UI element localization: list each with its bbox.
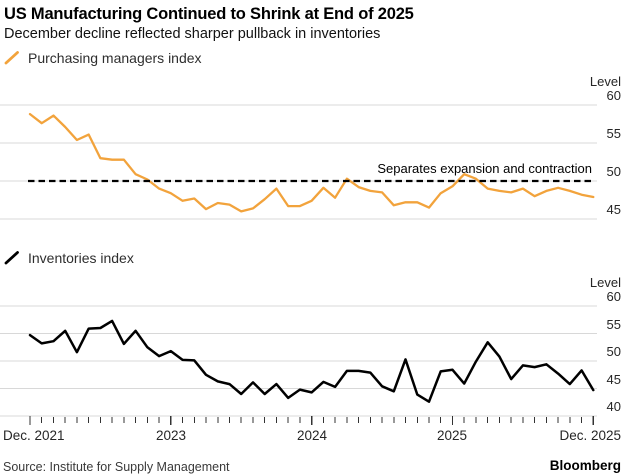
- pmi-line-slash-icon: [4, 51, 19, 65]
- inventories-series-line: [28, 319, 595, 403]
- y-axis-tick-label: 55: [606, 126, 621, 141]
- y-axis-title: Level: [589, 275, 621, 290]
- inventories-line-slash-icon: [4, 251, 19, 265]
- legend-inventories-label: Inventories index: [28, 250, 134, 266]
- y-axis-tick-label: 50: [606, 164, 621, 179]
- legend-inventories: Inventories index: [4, 250, 134, 266]
- y-axis-tick-label: 45: [606, 371, 621, 387]
- y-axis-tick-label: 60: [606, 88, 621, 103]
- x-axis-label-2023: 2023: [155, 428, 187, 443]
- legend-pmi-label: Purchasing managers index: [28, 50, 202, 66]
- threshold-annotation: Separates expansion and contraction: [377, 161, 592, 176]
- chart-subtitle: December decline reflected sharper pullb…: [4, 26, 381, 42]
- y-axis-tick-label: 45: [606, 202, 621, 217]
- y-axis-tick-label: 50: [606, 344, 621, 359]
- x-axis-label-dec-2025: Dec. 2025: [559, 428, 621, 443]
- chart-title: US Manufacturing Continued to Shrink at …: [4, 5, 414, 23]
- y-axis-title: Level: [589, 74, 621, 89]
- source-credit: Source: Institute for Supply Management: [3, 460, 230, 474]
- pmi-series-line: [28, 112, 595, 213]
- x-axis-label-dec-2021: Dec. 2021: [3, 428, 65, 443]
- bloomberg-logo: Bloomberg: [549, 458, 621, 473]
- x-axis-label-2025: 2025: [436, 428, 468, 443]
- y-axis-tick-label: 55: [606, 316, 621, 332]
- legend-pmi: Purchasing managers index: [4, 50, 202, 66]
- y-axis-tick-label: 40: [606, 399, 621, 414]
- x-axis-label-2024: 2024: [296, 428, 328, 443]
- y-axis-tick-label: 60: [606, 289, 621, 304]
